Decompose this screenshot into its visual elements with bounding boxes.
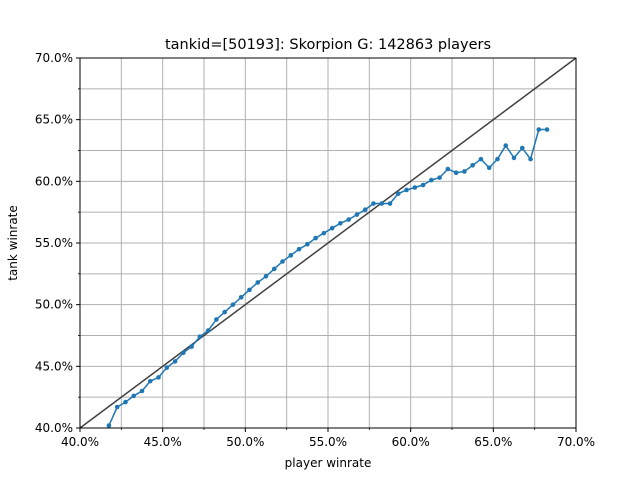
y-tick-label: 60.0% [35,174,73,188]
data-point [305,241,310,247]
data-point [321,230,327,236]
y-axis-label: tank winrate [6,205,20,281]
data-point [470,163,475,168]
data-point [238,294,244,300]
data-point [453,170,459,175]
y-tick-label: 70.0% [35,51,73,65]
y-tick-label: 65.0% [35,113,73,127]
data-point [478,156,484,162]
x-tick-label: 45.0% [144,435,182,449]
data-point [214,317,219,322]
data-point [197,334,203,340]
y-tick-label: 50.0% [35,298,73,312]
data-point [495,156,500,162]
data-point [354,212,360,217]
data-point [362,207,368,212]
data-point [462,169,467,174]
y-tick-label: 45.0% [35,359,73,373]
x-tick-label: 65.0% [474,435,512,449]
data-point [371,201,376,206]
x-tick-label: 40.0% [61,435,99,449]
x-tick-label: 55.0% [309,435,347,449]
data-point [486,165,492,171]
data-point [404,187,409,193]
data-point [255,280,261,285]
data-point [503,143,509,148]
data-point [181,350,186,356]
reference-diagonal [79,57,577,429]
data-point [164,365,170,370]
data-point [147,378,153,384]
x-tick-label: 70.0% [557,435,595,449]
data-point [536,127,542,132]
data-point [131,393,137,399]
data-point [519,145,525,151]
data-point [445,166,451,172]
x-tick-label: 60.0% [392,435,430,449]
y-axis-ticks: 40.0% 45.0% 50.0% 55.0% 60.0% 65.0% 70.0% [35,51,80,435]
data-point [271,266,277,272]
data-point [172,359,178,364]
data-point [189,344,194,349]
data-point [346,217,351,222]
data-point [412,185,418,190]
data-point [288,253,294,258]
data-point [296,246,302,252]
data-point [528,156,533,162]
data-point [387,201,393,206]
x-tick-label: 50.0% [226,435,264,449]
data-point [338,220,343,226]
chart-title: tankid=[50193]: Skorpion G: 142863 playe… [165,37,491,53]
data-point [329,225,335,231]
x-axis-ticks: 40.0% 45.0% 50.0% 55.0% 60.0% 65.0% 70.0% [61,428,595,449]
data-point [106,423,112,428]
data-point [114,404,120,410]
data-point [313,235,318,241]
data-point [123,399,128,405]
data-point [247,287,252,293]
data-point [429,177,434,183]
x-axis-label: player winrate [285,456,372,470]
data-point [222,309,227,315]
data-point [420,182,426,188]
series-layer [106,127,550,428]
data-point [139,388,145,394]
data-point [511,155,517,161]
data-point [379,201,385,206]
data-point [280,259,285,264]
y-tick-label: 55.0% [35,236,73,250]
data-point [263,274,269,279]
data-point [156,375,161,380]
y-tick-label: 40.0% [35,421,73,435]
data-point [544,127,550,132]
data-point [230,302,236,307]
data-point [395,191,401,196]
data-point [205,328,211,333]
reference-line [79,57,577,429]
data-point [437,175,442,180]
